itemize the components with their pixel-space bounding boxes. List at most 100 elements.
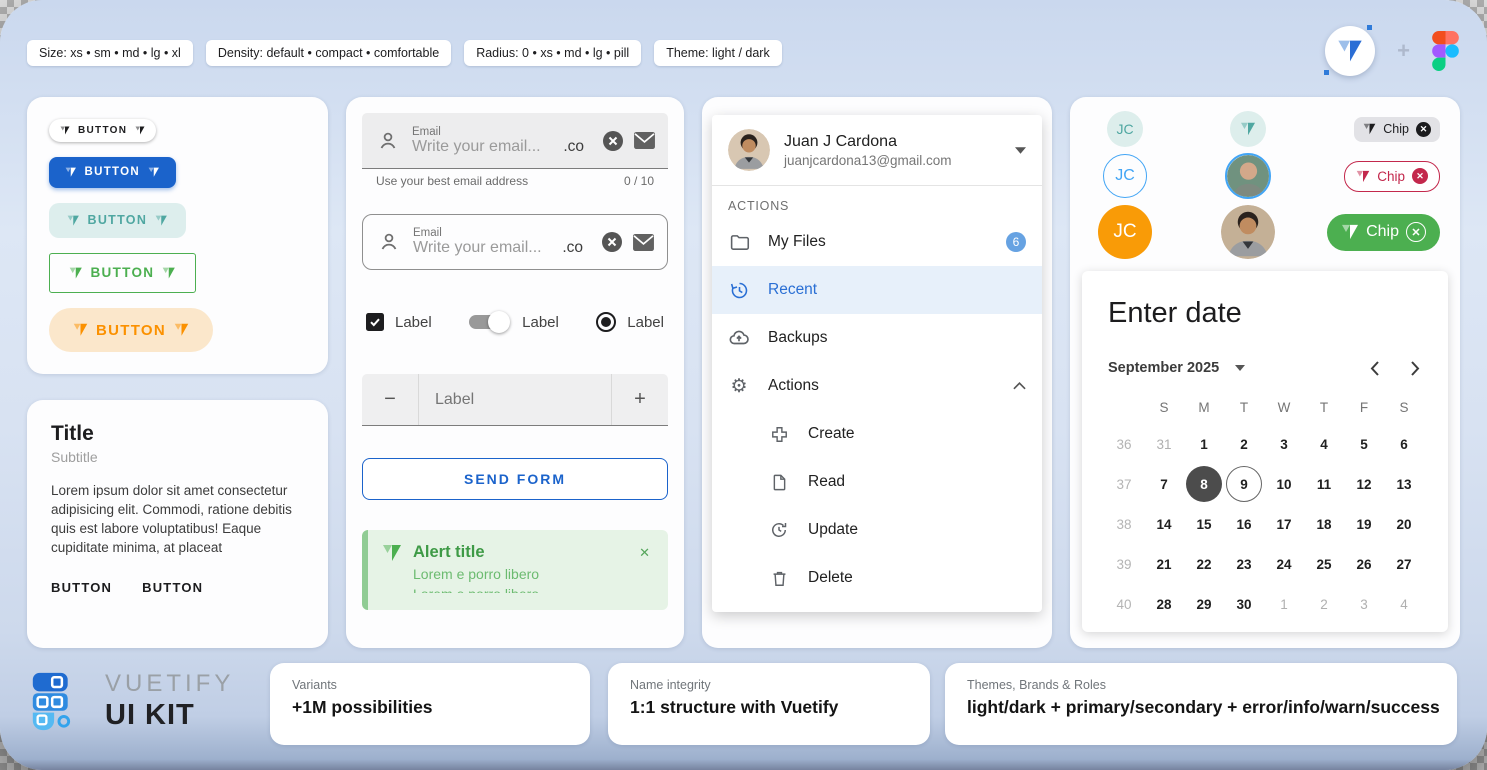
- number-stepper[interactable]: − Label +: [362, 374, 668, 426]
- chip-default[interactable]: Chip ✕: [1354, 116, 1440, 142]
- button-filled[interactable]: BUTTON: [49, 156, 176, 188]
- email-input-filled[interactable]: Email Write your email... .co: [362, 113, 668, 169]
- calendar-day[interactable]: 12: [1356, 476, 1372, 492]
- chip-filled-success[interactable]: Chip ✕: [1327, 213, 1440, 251]
- menu-item-create[interactable]: Create: [712, 410, 1042, 458]
- menu-item-read[interactable]: Read: [712, 458, 1042, 506]
- menu-item-delete[interactable]: Delete: [712, 554, 1042, 602]
- button-label: BUTTON: [78, 124, 128, 136]
- avatar-vuetify-icon[interactable]: [1229, 111, 1266, 147]
- calendar-day[interactable]: 5: [1360, 436, 1368, 452]
- chip-close-icon[interactable]: ✕: [1406, 222, 1426, 242]
- calendar-day[interactable]: 7: [1160, 476, 1168, 492]
- calendar-day[interactable]: 24: [1276, 556, 1292, 572]
- calendar-day[interactable]: 26: [1356, 556, 1372, 572]
- chip-close-icon[interactable]: ✕: [1412, 168, 1428, 184]
- calendar-day[interactable]: 6: [1400, 436, 1408, 452]
- menu-item-backups[interactable]: Backups: [712, 314, 1042, 362]
- calendar-day[interactable]: 22: [1196, 556, 1212, 572]
- menu-item-my-files[interactable]: My Files 6: [712, 218, 1042, 266]
- calendar-day[interactable]: 19: [1356, 516, 1372, 532]
- chevron-up-icon[interactable]: [1013, 382, 1026, 390]
- avatar-initials-filled[interactable]: JC: [1098, 205, 1152, 259]
- card-action-button[interactable]: BUTTON: [142, 579, 204, 595]
- avatar-photo[interactable]: [1224, 153, 1271, 199]
- increment-button[interactable]: +: [634, 388, 646, 410]
- calendar-day[interactable]: 21: [1156, 556, 1172, 572]
- selection-handle-icon: [1367, 25, 1373, 30]
- folder-icon: [728, 231, 750, 253]
- calendar-day[interactable]: 1: [1200, 436, 1208, 452]
- checkbox-checked-icon[interactable]: [366, 313, 384, 331]
- card-action-button[interactable]: BUTTON: [51, 579, 113, 595]
- button-tonal[interactable]: BUTTON: [49, 202, 186, 238]
- calendar-day[interactable]: 27: [1396, 556, 1412, 572]
- chip-outlined-error[interactable]: Chip ✕: [1344, 160, 1440, 192]
- user-photo: [1226, 155, 1269, 197]
- calendar-day[interactable]: 20: [1396, 516, 1412, 532]
- envelope-icon[interactable]: [633, 131, 656, 150]
- calendar-day[interactable]: 1: [1280, 596, 1288, 612]
- calendar-day[interactable]: 18: [1316, 516, 1332, 532]
- calendar-day[interactable]: 3: [1280, 436, 1288, 452]
- decrement-button[interactable]: −: [384, 388, 396, 410]
- calendar-day-selected[interactable]: 8: [1186, 466, 1222, 502]
- switch-thumb[interactable]: [488, 311, 511, 333]
- alert-close-icon[interactable]: ✕: [639, 544, 650, 560]
- radio-control[interactable]: Label: [596, 312, 664, 332]
- calendar-day[interactable]: 15: [1196, 516, 1212, 532]
- calendar-day[interactable]: 17: [1276, 516, 1292, 532]
- user-header[interactable]: Juan J Cardona juanjcardona13@gmail.com: [712, 115, 1042, 185]
- avatar-photo[interactable]: [1220, 205, 1275, 259]
- prev-month-icon[interactable]: [1370, 360, 1379, 376]
- calendar-day[interactable]: 23: [1236, 556, 1252, 572]
- calendar-day[interactable]: 14: [1156, 516, 1172, 532]
- switch-control[interactable]: Label: [469, 311, 559, 333]
- avatar-initials-tonal[interactable]: JC: [1107, 111, 1143, 147]
- calendar-day[interactable]: 13: [1396, 476, 1412, 492]
- button-label: BUTTON: [96, 321, 167, 339]
- file-icon: [768, 471, 790, 493]
- month-year-label[interactable]: September 2025: [1108, 360, 1220, 376]
- button-pill-tonal[interactable]: BUTTON: [49, 308, 214, 352]
- calendar-day[interactable]: 16: [1236, 516, 1252, 532]
- calendar-day[interactable]: 2: [1240, 436, 1248, 452]
- calendar-day[interactable]: 10: [1276, 476, 1292, 492]
- calendar-day[interactable]: 11: [1316, 476, 1332, 492]
- clear-icon[interactable]: [602, 130, 624, 152]
- calendar-day[interactable]: 4: [1320, 436, 1328, 452]
- calendar-day[interactable]: 30: [1236, 596, 1252, 612]
- theme-pill: Theme: light / dark: [654, 40, 782, 66]
- menu-item-update[interactable]: Update: [712, 506, 1042, 554]
- calendar-day[interactable]: 4: [1400, 596, 1408, 612]
- radio-checked-icon[interactable]: [596, 312, 617, 332]
- chip-close-icon[interactable]: ✕: [1416, 121, 1431, 137]
- envelope-icon[interactable]: [632, 233, 655, 252]
- checkbox-control[interactable]: Label: [366, 313, 432, 331]
- day-header: S: [1159, 399, 1169, 415]
- calendar-day[interactable]: 25: [1316, 556, 1332, 572]
- card-subtitle: Subtitle: [51, 449, 98, 465]
- clear-icon[interactable]: [601, 231, 623, 253]
- calendar-day[interactable]: 29: [1196, 596, 1212, 612]
- button-outlined[interactable]: BUTTON: [49, 252, 196, 294]
- next-month-icon[interactable]: [1411, 360, 1420, 376]
- calendar-day[interactable]: 28: [1156, 596, 1172, 612]
- button-elevated[interactable]: BUTTON: [49, 119, 157, 142]
- menu-item-label: My Files: [768, 233, 826, 250]
- switch-track[interactable]: [469, 311, 511, 333]
- calendar-day-today[interactable]: 9: [1226, 466, 1262, 502]
- calendar-day[interactable]: 31: [1156, 436, 1172, 452]
- calendar-day[interactable]: 3: [1360, 596, 1368, 612]
- stepper-label: Label: [418, 374, 612, 425]
- avatar-initials-outlined[interactable]: JC: [1103, 154, 1147, 198]
- calendar-day[interactable]: 2: [1320, 596, 1328, 612]
- user-avatar: [728, 129, 770, 171]
- email-input-outlined[interactable]: Email Write your email... .co: [362, 214, 668, 270]
- caret-down-icon[interactable]: [1015, 146, 1026, 154]
- menu-item-actions[interactable]: ⚙ Actions: [712, 362, 1042, 410]
- caret-down-icon[interactable]: [1235, 365, 1246, 371]
- menu-item-label: Delete: [808, 569, 853, 586]
- send-form-button[interactable]: SEND FORM: [362, 458, 668, 500]
- menu-item-recent[interactable]: Recent: [712, 266, 1042, 314]
